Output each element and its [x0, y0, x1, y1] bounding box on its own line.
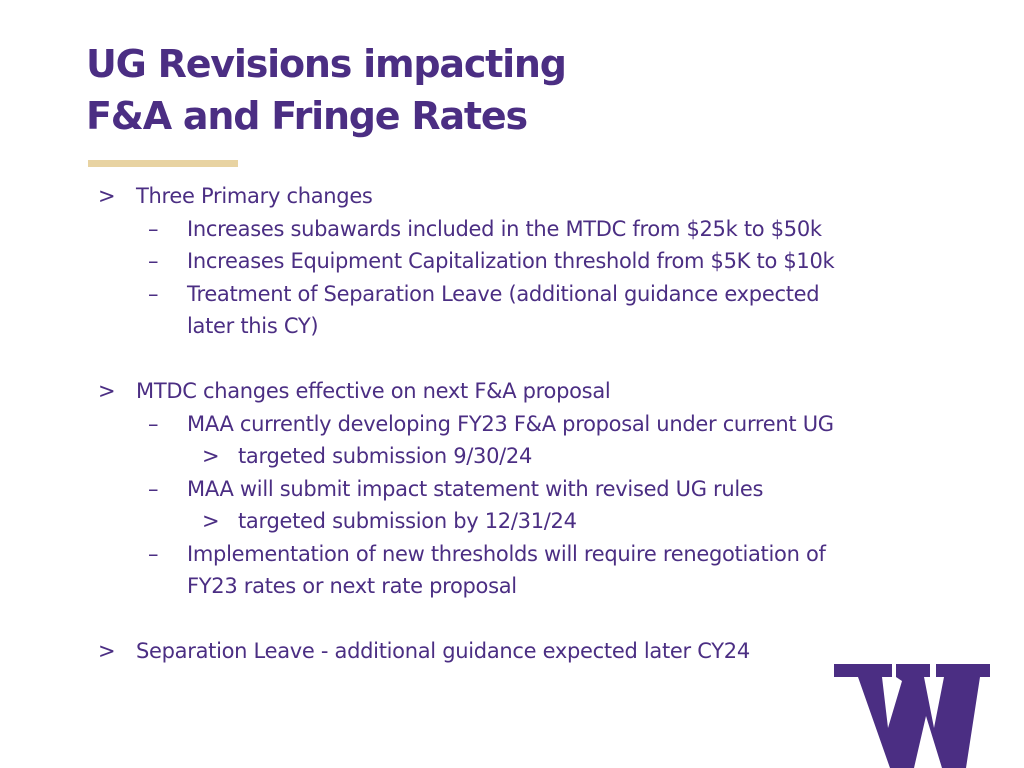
sub-bullet-equipment-threshold: – Increases Equipment Capitalization thr…	[98, 245, 978, 278]
sub-sub-bullet-submission-12-31-24: > targeted submission by 12/31/24	[98, 505, 978, 538]
chevron-bullet-icon: >	[98, 639, 116, 663]
spacer	[98, 343, 978, 376]
sub-bullet-separation-leave-continued: later this CY)	[98, 310, 978, 343]
slide-title-line-2: F&A and Fringe Rates	[86, 94, 528, 138]
sub-bullet-text: later this CY)	[187, 314, 319, 338]
dash-bullet-icon: –	[148, 281, 159, 306]
sub-sub-bullet-text: targeted submission 9/30/24	[238, 444, 533, 468]
sub-bullet-maa-fy23-proposal: – MAA currently developing FY23 F&A prop…	[98, 408, 978, 441]
spacer	[98, 603, 978, 636]
slide-title-line-1: UG Revisions impacting	[86, 42, 567, 86]
sub-bullet-text: MAA currently developing FY23 F&A propos…	[187, 411, 834, 436]
sub-bullet-new-thresholds: – Implementation of new thresholds will …	[98, 538, 978, 571]
bullet-text: Three Primary changes	[136, 184, 373, 208]
chevron-bullet-icon: >	[202, 444, 220, 468]
sub-bullet-text: FY23 rates or next rate proposal	[187, 574, 517, 598]
title-accent-rule	[88, 160, 238, 167]
sub-bullet-text: Increases Equipment Capitalization thres…	[187, 249, 835, 273]
bullet-mtdc-changes: > MTDC changes effective on next F&A pro…	[98, 375, 978, 408]
sub-sub-bullet-submission-9-30-24: > targeted submission 9/30/24	[98, 440, 978, 473]
sub-bullet-text: Treatment of Separation Leave (additiona…	[187, 281, 820, 306]
dash-bullet-icon: –	[148, 476, 159, 501]
sub-bullet-subawards-mtdc: – Increases subawards included in the MT…	[98, 213, 978, 246]
chevron-bullet-icon: >	[98, 379, 116, 403]
sub-bullet-maa-impact-statement: – MAA will submit impact statement with …	[98, 473, 978, 506]
dash-bullet-icon: –	[148, 411, 159, 436]
chevron-bullet-icon: >	[202, 509, 220, 533]
slide-body: > Three Primary changes – Increases suba…	[98, 180, 978, 668]
slide-title: UG Revisions impacting F&A and Fringe Ra…	[86, 38, 567, 142]
bullet-text: MTDC changes effective on next F&A propo…	[136, 379, 611, 403]
sub-bullet-text: Implementation of new thresholds will re…	[187, 541, 826, 566]
sub-sub-bullet-text: targeted submission by 12/31/24	[238, 509, 577, 533]
bullet-text: Separation Leave - additional guidance e…	[136, 639, 750, 663]
bullet-three-primary-changes: > Three Primary changes	[98, 180, 978, 213]
sub-bullet-new-thresholds-continued: FY23 rates or next rate proposal	[98, 570, 978, 603]
bullet-separation-leave: > Separation Leave - additional guidance…	[98, 635, 978, 668]
dash-bullet-icon: –	[148, 216, 159, 241]
dash-bullet-icon: –	[148, 249, 159, 273]
sub-bullet-text: MAA will submit impact statement with re…	[187, 476, 764, 501]
dash-bullet-icon: –	[148, 541, 159, 566]
sub-bullet-text: Increases subawards included in the MTDC…	[187, 216, 822, 241]
sub-bullet-separation-leave: – Treatment of Separation Leave (additio…	[98, 278, 978, 311]
chevron-bullet-icon: >	[98, 184, 116, 208]
uw-w-logo-icon	[834, 664, 990, 768]
